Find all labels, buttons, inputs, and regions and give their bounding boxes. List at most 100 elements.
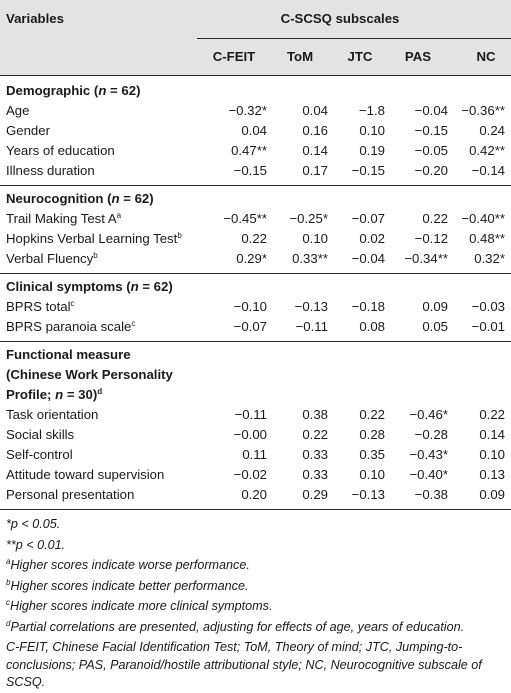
table-cell: −0.43* <box>409 447 448 462</box>
table-cell: −0.07 <box>233 319 267 334</box>
table-cell: 0.22 <box>422 211 448 226</box>
note-line: SCSQ. <box>6 675 46 689</box>
section-title: Clinical symptoms (n = 62) <box>6 279 173 294</box>
table-cell: 0.04 <box>302 103 328 118</box>
table-cell: −0.34** <box>404 251 448 266</box>
table-cell: 0.35 <box>359 447 385 462</box>
section-title: Profile; n = 30)d <box>6 387 103 402</box>
horizontal-rule <box>0 341 511 342</box>
subscales-header: C-SCSQ subscales <box>280 11 400 26</box>
column-header-jtc: JTC <box>347 49 373 64</box>
table-cell: −0.05 <box>414 143 448 158</box>
horizontal-rule <box>0 75 511 76</box>
row-label: Verbal Fluencyb <box>6 251 98 266</box>
table-cell: 0.48** <box>469 231 505 246</box>
table-cell: 0.19 <box>359 143 385 158</box>
table-cell: 0.38 <box>302 407 328 422</box>
table-cell: −0.00 <box>233 427 267 442</box>
table-cell: 0.09 <box>422 299 448 314</box>
table-cell: −0.01 <box>471 319 505 334</box>
row-label: Trail Making Test Aa <box>6 211 122 226</box>
row-label: Personal presentation <box>6 487 135 502</box>
table-cell: 0.42** <box>469 143 505 158</box>
table-cell: 0.24 <box>479 123 505 138</box>
table-cell: 0.17 <box>302 163 328 178</box>
horizontal-rule <box>0 185 511 186</box>
table-cell: 0.13 <box>479 467 505 482</box>
section-title: Neurocognition (n = 62) <box>6 191 154 206</box>
table-cell: 0.14 <box>479 427 505 442</box>
table-cell: 0.08 <box>359 319 385 334</box>
table-cell: −0.03 <box>471 299 505 314</box>
note-line: dPartial correlations are presented, adj… <box>6 618 465 634</box>
table-cell: −0.45** <box>223 211 267 226</box>
horizontal-rule <box>0 273 511 274</box>
variables-header: Variables <box>6 11 64 26</box>
note-line: C-FEIT, Chinese Facial Identification Te… <box>6 640 463 654</box>
table-cell: 0.10 <box>359 123 385 138</box>
table-cell: 0.10 <box>479 447 505 462</box>
table-cell: 0.20 <box>241 487 267 502</box>
horizontal-rule <box>0 509 511 510</box>
table-cell: −0.32* <box>228 103 267 118</box>
table-cell: 0.04 <box>241 123 267 138</box>
table-cell: 0.22 <box>479 407 505 422</box>
table-cell: −0.12 <box>414 231 448 246</box>
table-cell: −0.38 <box>414 487 448 502</box>
note-line: cHigher scores indicate more clinical sy… <box>6 598 273 614</box>
table-cell: 0.22 <box>359 407 385 422</box>
table-cell: −0.10 <box>233 299 267 314</box>
table-cell: −0.20 <box>414 163 448 178</box>
table-cell: 0.28 <box>359 427 385 442</box>
row-label: Hopkins Verbal Learning Testb <box>6 231 182 246</box>
table-cell: 0.16 <box>302 123 328 138</box>
table-cell: 0.11 <box>242 447 267 462</box>
table-cell: −0.04 <box>414 103 448 118</box>
note-line: bHigher scores indicate better performan… <box>6 577 249 593</box>
header-band-top <box>0 0 511 39</box>
section-title: Demographic (n = 62) <box>6 83 141 98</box>
table-cell: 0.33 <box>302 447 328 462</box>
note-line: *p < 0.05. <box>6 517 61 531</box>
table-cell: −0.04 <box>351 251 385 266</box>
section-title: (Chinese Work Personality <box>6 367 173 382</box>
table-cell: −0.15 <box>233 163 267 178</box>
table-cell: 0.33** <box>292 251 328 266</box>
table-cell: −0.02 <box>233 467 267 482</box>
table-cell: 0.33 <box>302 467 328 482</box>
table-cell: 0.32* <box>474 251 505 266</box>
table-cell: −0.15 <box>351 163 385 178</box>
table-cell: −0.13 <box>351 487 385 502</box>
table-cell: 0.05 <box>422 319 448 334</box>
section-title: Functional measure <box>6 347 131 362</box>
row-label: Age <box>6 103 30 118</box>
row-label: Attitude toward supervision <box>6 467 165 482</box>
table-cell: −0.18 <box>351 299 385 314</box>
note-line: aHigher scores indicate worse performanc… <box>6 557 250 573</box>
column-header-c-feit: C-FEIT <box>212 49 256 64</box>
table-cell: −0.28 <box>414 427 448 442</box>
table-cell: −0.40* <box>409 467 448 482</box>
table-cell: −0.15 <box>414 123 448 138</box>
note-line: **p < 0.01. <box>6 537 66 552</box>
table-cell: −0.46* <box>409 407 448 422</box>
table-cell: −0.25* <box>289 211 328 226</box>
header-band-bottom <box>0 39 511 75</box>
row-label: Illness duration <box>6 163 95 178</box>
table-cell: −0.40** <box>461 211 505 226</box>
row-label: BPRS totalc <box>6 299 75 314</box>
table-cell: 0.02 <box>359 231 385 246</box>
table-cell: 0.47** <box>231 143 267 158</box>
table-cell: 0.10 <box>359 467 385 482</box>
table-cell: 0.09 <box>479 487 505 502</box>
table-cell: −0.11 <box>295 319 328 334</box>
table-cell: 0.29 <box>302 487 328 502</box>
table-cell: 0.22 <box>241 231 267 246</box>
row-label: Social skills <box>6 427 75 442</box>
table-cell: 0.22 <box>302 427 328 442</box>
table-cell: −0.07 <box>351 211 385 226</box>
table-cell: −0.13 <box>294 299 328 314</box>
subscales-underline <box>197 38 511 39</box>
column-header-tom: ToM <box>286 49 314 64</box>
row-label: Years of education <box>6 143 115 158</box>
